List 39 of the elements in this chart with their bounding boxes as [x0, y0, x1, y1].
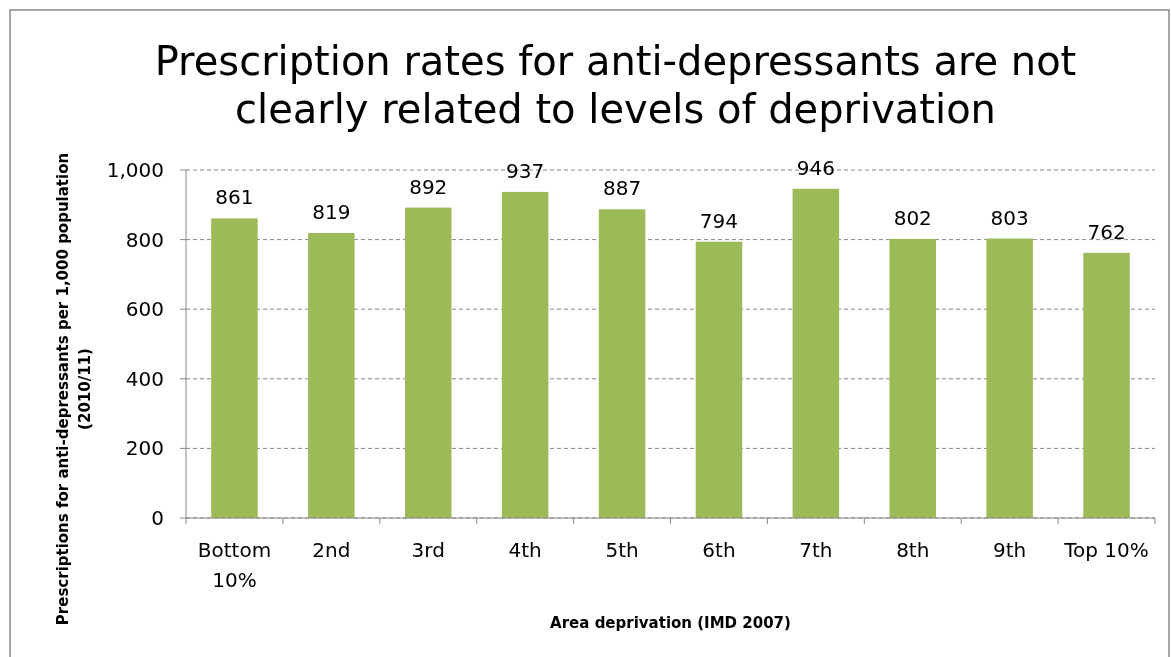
y-tick-label: 600 [125, 297, 164, 322]
x-tick-label: 6th [702, 538, 736, 562]
bar [501, 191, 549, 518]
y-tick-label: 0 [151, 506, 164, 530]
bar [986, 238, 1033, 518]
data-label: 819 [312, 199, 351, 224]
x-tick-label: 5th [605, 538, 639, 562]
y-tick-label: 200 [125, 436, 164, 461]
x-tick-label: 8th [896, 538, 930, 562]
x-tick-label: Bottom 10% [197, 538, 272, 592]
y-tick-label: 400 [125, 366, 164, 391]
x-tick-label: 9th [993, 538, 1027, 562]
data-label: 861 [215, 185, 254, 210]
bar [1083, 252, 1130, 518]
data-label: 803 [990, 205, 1029, 230]
data-label: 937 [506, 158, 545, 183]
bar [889, 238, 937, 518]
x-tick-label: 4th [508, 538, 542, 562]
y-tick-label: 1,000 [106, 158, 164, 182]
x-axis-title: Area deprivation (IMD 2007) [550, 614, 791, 632]
data-label: 892 [409, 174, 448, 199]
chart-title: Prescription rates for anti-depressants are not clearly related to levels of deprivation [154, 38, 1077, 132]
data-label: 762 [1087, 219, 1126, 244]
x-tick-label: Top 10% [1063, 538, 1149, 562]
x-tick-label: 2nd [312, 538, 351, 562]
bar [598, 209, 646, 518]
bar [404, 207, 452, 518]
bar [695, 241, 743, 518]
data-label: 887 [602, 176, 642, 201]
bar [792, 188, 840, 518]
data-label: 946 [796, 155, 835, 180]
x-tick-label: 7th [799, 538, 833, 562]
y-axis-title: Prescriptions for anti-depressants per 1,000 population (2010/11) [54, 152, 94, 626]
x-tick-label: 3rd [411, 538, 445, 562]
bar [211, 218, 258, 518]
data-label: 794 [699, 208, 739, 233]
bar [308, 232, 355, 518]
data-label: 802 [893, 205, 932, 230]
y-tick-label: 800 [125, 227, 164, 252]
